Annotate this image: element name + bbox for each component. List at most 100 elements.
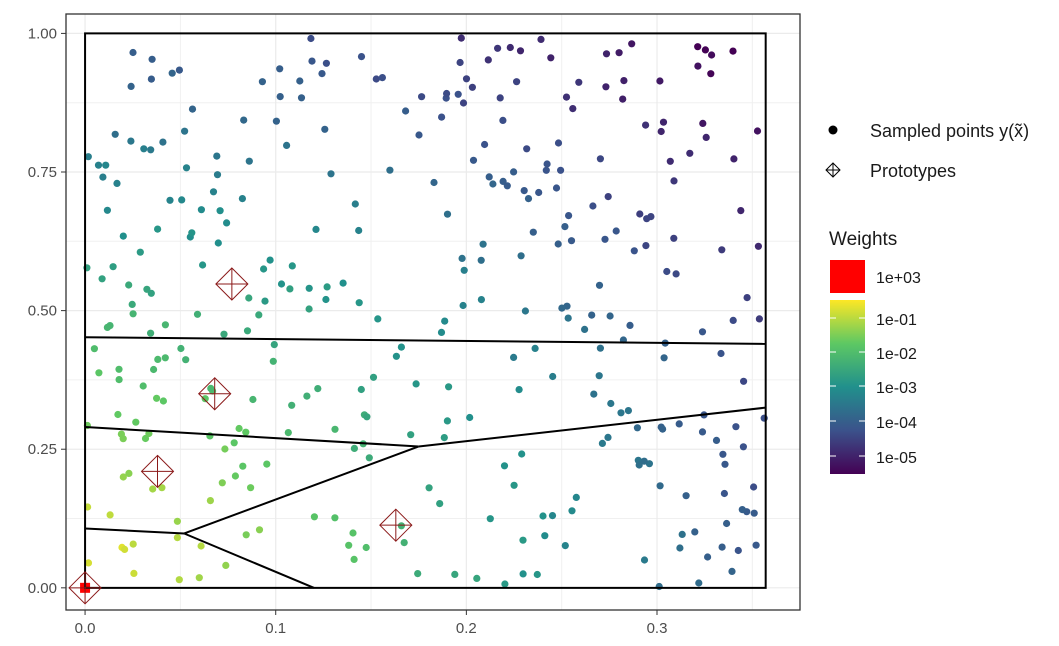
- sampled-point: [197, 542, 205, 550]
- sampled-point: [581, 325, 589, 333]
- sampled-point: [721, 460, 729, 468]
- sampled-point: [619, 95, 627, 103]
- sampled-point: [569, 105, 577, 113]
- sampled-point: [270, 341, 278, 349]
- sampled-point: [615, 49, 623, 57]
- sampled-point: [216, 207, 224, 215]
- sampled-point: [518, 450, 526, 458]
- sampled-point: [659, 425, 667, 433]
- sampled-point: [222, 561, 230, 570]
- sampled-point: [732, 423, 740, 431]
- sampled-point: [117, 430, 125, 438]
- sampled-points: [80, 34, 768, 593]
- sampled-point: [276, 93, 284, 101]
- sampled-point: [129, 540, 137, 548]
- sampled-point: [456, 58, 464, 67]
- sampled-point: [218, 479, 226, 487]
- sampled-point: [670, 177, 678, 185]
- cell-boundary: [418, 406, 766, 448]
- sampled-point: [418, 93, 426, 101]
- sampled-point: [701, 46, 710, 54]
- sampled-point: [672, 270, 680, 278]
- sampled-point: [469, 156, 478, 164]
- sampled-point: [575, 78, 583, 86]
- sampled-point: [158, 484, 166, 492]
- x-tick-label: 0.3: [647, 620, 668, 637]
- sampled-point: [249, 395, 257, 404]
- sampled-point: [539, 512, 547, 520]
- sampled-point: [675, 420, 683, 428]
- sampled-point: [350, 444, 358, 452]
- sampled-point: [277, 280, 286, 288]
- y-tick-label: 0.75: [28, 164, 57, 181]
- sampled-point: [305, 284, 313, 292]
- sampled-point: [242, 531, 250, 539]
- sampled-point: [457, 34, 465, 42]
- sampled-point: [297, 94, 306, 102]
- prototype-marker: [140, 454, 175, 489]
- sampled-point: [355, 299, 363, 307]
- sampled-point: [567, 237, 576, 245]
- sampled-point: [486, 515, 494, 523]
- sampled-point: [441, 317, 449, 325]
- sampled-point: [642, 242, 650, 250]
- sampled-point: [451, 570, 459, 579]
- sampled-point: [516, 47, 525, 55]
- sampled-point: [606, 312, 614, 320]
- sampled-point: [468, 83, 476, 91]
- sampled-point: [723, 519, 731, 528]
- x-tick-label: 0.0: [75, 620, 96, 637]
- sampled-point: [90, 345, 98, 353]
- sampled-point: [312, 225, 320, 233]
- sampled-point: [260, 265, 268, 273]
- sampled-point: [231, 472, 239, 480]
- sampled-point: [103, 206, 111, 214]
- sampled-point: [166, 196, 174, 204]
- sampled-point: [147, 75, 155, 83]
- colorbar-gradient: [830, 300, 865, 474]
- sampled-point: [686, 149, 694, 157]
- sampled-point: [272, 117, 280, 125]
- sampled-point: [230, 439, 238, 447]
- sampled-point: [524, 195, 533, 203]
- cell-boundary: [183, 445, 420, 535]
- sampled-point: [656, 77, 664, 85]
- sampled-point: [568, 507, 576, 515]
- sampled-point: [659, 118, 668, 126]
- colorbar-title: Weights: [829, 229, 897, 250]
- sampled-point: [125, 469, 133, 477]
- sampled-point: [269, 357, 277, 365]
- sampled-point: [95, 369, 103, 377]
- sampled-point: [84, 559, 93, 567]
- sampled-point: [261, 297, 269, 305]
- sampled-point: [153, 394, 161, 402]
- sampled-point: [604, 193, 612, 201]
- sampled-point: [719, 450, 727, 458]
- sampled-point: [310, 513, 318, 521]
- sampled-point: [755, 315, 764, 323]
- sampled-point: [127, 137, 135, 145]
- sampled-point: [552, 184, 561, 192]
- sampled-point: [255, 311, 263, 319]
- sampled-point: [372, 75, 380, 83]
- sampled-point: [510, 481, 518, 489]
- sampled-point: [425, 484, 433, 492]
- sampled-point: [494, 44, 502, 52]
- sampled-point: [635, 461, 643, 469]
- sampled-point: [754, 242, 763, 250]
- sampled-point: [572, 493, 580, 501]
- sampled-point: [102, 161, 110, 169]
- sampled-point: [554, 139, 563, 147]
- sampled-point: [477, 296, 485, 304]
- sampled-point: [695, 579, 703, 587]
- prototype-marker: [68, 571, 102, 605]
- sampled-point: [549, 372, 557, 381]
- sampled-point: [557, 166, 565, 174]
- sampled-point: [590, 390, 598, 398]
- sampled-point: [436, 500, 444, 508]
- sampled-point: [561, 223, 569, 231]
- sampled-point: [400, 539, 408, 547]
- sampled-point: [99, 173, 107, 181]
- sampled-point: [694, 43, 702, 51]
